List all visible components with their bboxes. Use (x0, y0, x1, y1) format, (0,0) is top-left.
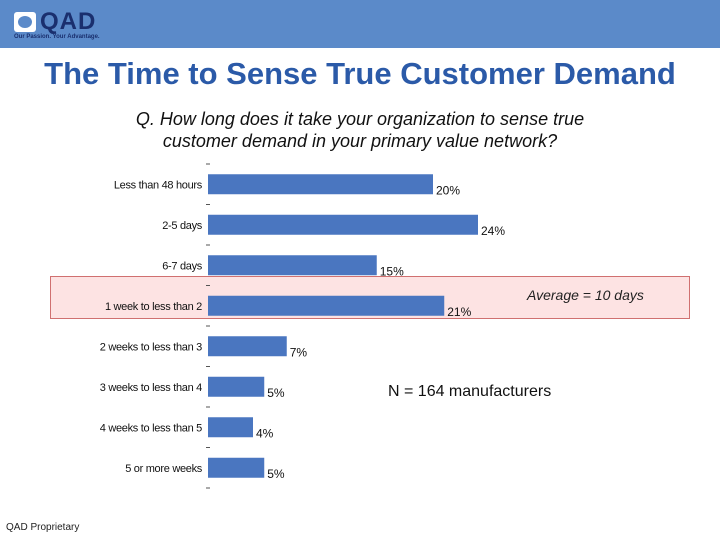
survey-question: Q. How long does it take your organizati… (60, 108, 660, 152)
category-label: Less than 48 hours (114, 179, 203, 191)
bar (208, 255, 377, 276)
value-label: 24% (481, 224, 505, 238)
logo-tagline: Our Passion. Your Advantage. (14, 34, 100, 40)
value-label: 21% (447, 305, 471, 319)
header-bar: QAD Our Passion. Your Advantage. (0, 0, 720, 48)
qad-logo: QAD Our Passion. Your Advantage. (14, 8, 134, 42)
bar (208, 174, 433, 195)
bar (208, 376, 265, 397)
category-label: 5 or more weeks (125, 463, 203, 475)
bar (208, 214, 478, 235)
category-label: 2-5 days (162, 220, 203, 232)
value-label: 15% (380, 264, 404, 278)
value-label: 5% (267, 386, 285, 400)
bar (208, 336, 287, 357)
category-label: 1 week to less than 2 (105, 301, 202, 313)
value-label: 4% (256, 426, 274, 440)
average-annotation: Average = 10 days (527, 287, 644, 303)
category-label: 6-7 days (162, 260, 203, 272)
sample-size-annotation: N = 164 manufacturers (388, 383, 552, 400)
question-line-1: Q. How long does it take your organizati… (135, 109, 585, 129)
footer-proprietary: QAD Proprietary (6, 522, 80, 533)
value-label: 20% (436, 183, 460, 197)
category-label: 3 weeks to less than 4 (100, 382, 202, 394)
bar (208, 457, 265, 478)
value-label: 5% (267, 467, 285, 481)
category-label: 2 weeks to less than 3 (100, 341, 202, 353)
logo-text: QAD (40, 8, 97, 35)
logo-mark-icon (14, 12, 36, 32)
question-line-2: customer demand in your primary value ne… (162, 131, 558, 151)
bar (208, 417, 253, 438)
page-title: The Time to Sense True Customer Demand (44, 56, 676, 91)
bar (208, 295, 445, 316)
category-label: 4 weeks to less than 5 (100, 422, 202, 434)
value-label: 7% (290, 345, 308, 359)
